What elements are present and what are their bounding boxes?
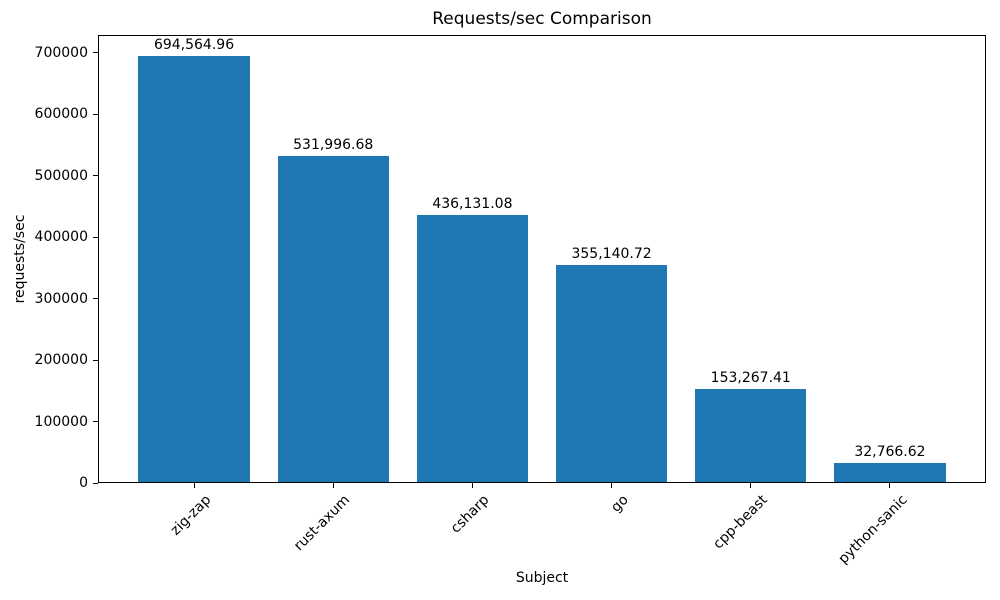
y-tick-mark <box>93 421 98 423</box>
y-tick-label: 700000 <box>34 44 88 61</box>
x-tick-label-csharp: csharp <box>448 492 493 537</box>
y-tick-mark <box>93 236 98 238</box>
x-axis-label: Subject <box>515 570 569 586</box>
bar-value-label: 531,996.68 <box>293 137 374 154</box>
x-tick-label-go: go <box>608 492 632 516</box>
x-tick-label-python-sanic: python-sanic <box>835 492 911 568</box>
chart-title: Requests/sec Comparison <box>432 9 652 29</box>
y-tick-label: 0 <box>79 475 88 491</box>
y-tick-mark <box>93 359 98 361</box>
bar-rust-axum <box>277 156 389 482</box>
x-tick-mark <box>193 483 195 488</box>
x-tick-mark <box>750 483 752 488</box>
x-tick-mark <box>471 483 473 488</box>
bar-zig-zap <box>138 56 250 482</box>
y-tick-label: 500000 <box>34 167 88 184</box>
bar-value-label: 355,140.72 <box>571 245 652 262</box>
y-tick-label: 600000 <box>34 106 88 123</box>
x-tick-label-cpp-beast: cpp-beast <box>710 492 772 553</box>
y-tick-mark <box>93 113 98 115</box>
x-tick-mark <box>611 483 613 488</box>
bar-csharp <box>416 215 529 482</box>
y-tick-label: 300000 <box>34 290 88 307</box>
x-tick-label-rust-axum: rust-axum <box>291 492 354 555</box>
y-tick-mark <box>93 298 98 300</box>
x-tick-mark <box>332 483 334 488</box>
y-tick-mark <box>93 175 98 177</box>
bar-value-label: 32,766.62 <box>854 443 926 460</box>
bar-python-sanic <box>834 462 946 482</box>
x-tick-mark <box>889 483 891 488</box>
y-tick-label: 200000 <box>34 352 88 369</box>
y-tick-mark <box>93 482 98 484</box>
x-tick-label-zig-zap: zig-zap <box>167 492 215 539</box>
y-tick-label: 400000 <box>34 229 88 246</box>
bar-value-label: 694,564.96 <box>153 37 235 54</box>
bar-value-label: 436,131.08 <box>432 196 513 213</box>
plot-area <box>98 35 986 483</box>
bar-value-label: 153,267.41 <box>710 369 791 386</box>
y-tick-mark <box>93 52 98 54</box>
y-tick-label: 100000 <box>34 413 88 430</box>
bar-cpp-beast <box>695 388 807 482</box>
bar-go <box>555 264 668 482</box>
